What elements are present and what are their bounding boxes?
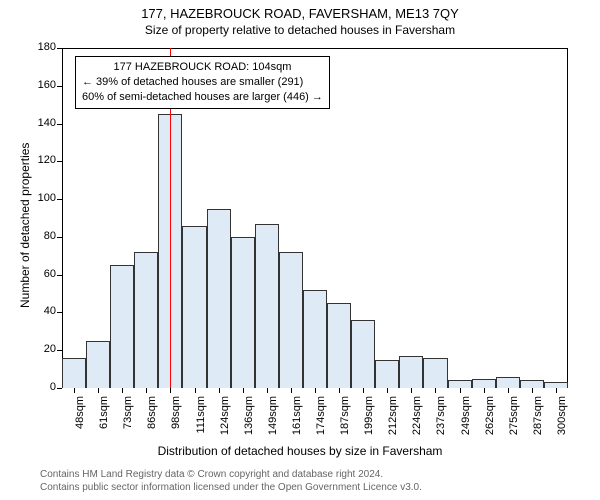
xtick-label: 86sqm (146, 396, 158, 446)
ytick-label: 0 (28, 381, 56, 393)
xtick-mark (267, 388, 268, 393)
ytick-label: 20 (28, 343, 56, 355)
ytick-mark (57, 312, 62, 313)
xtick-mark (532, 388, 533, 393)
ytick-label: 180 (28, 41, 56, 53)
histogram-bar (86, 341, 110, 388)
histogram-bar (472, 379, 496, 388)
xtick-mark (74, 388, 75, 393)
xtick-mark (98, 388, 99, 393)
xtick-label: 262sqm (484, 396, 496, 446)
ytick-label: 80 (28, 230, 56, 242)
attribution-text: Contains HM Land Registry data © Crown c… (40, 468, 422, 494)
xtick-mark (291, 388, 292, 393)
xtick-mark (411, 388, 412, 393)
histogram-bar (255, 224, 279, 388)
ytick-label: 60 (28, 268, 56, 280)
callout-box: 177 HAZEBROUCK ROAD: 104sqm← 39% of deta… (75, 56, 330, 109)
xtick-mark (122, 388, 123, 393)
xtick-mark (484, 388, 485, 393)
xtick-mark (435, 388, 436, 393)
ytick-label: 40 (28, 305, 56, 317)
histogram-bar (327, 303, 351, 388)
histogram-bar (182, 226, 206, 388)
x-axis-label: Distribution of detached houses by size … (0, 444, 600, 458)
callout-line: 177 HAZEBROUCK ROAD: 104sqm (82, 60, 323, 75)
xtick-mark (387, 388, 388, 393)
xtick-label: 187sqm (339, 396, 351, 446)
ytick-mark (57, 124, 62, 125)
ytick-mark (57, 275, 62, 276)
histogram-bar (134, 252, 158, 388)
histogram-bar (520, 380, 544, 388)
ytick-mark (57, 388, 62, 389)
ytick-mark (57, 199, 62, 200)
ytick-mark (57, 86, 62, 87)
xtick-mark (146, 388, 147, 393)
histogram-bar (375, 360, 399, 388)
callout-line: ← 39% of detached houses are smaller (29… (82, 75, 323, 90)
histogram-bar (448, 380, 472, 388)
histogram-bar (231, 237, 255, 388)
ytick-mark (57, 237, 62, 238)
histogram-bar (62, 358, 86, 388)
xtick-label: 300sqm (556, 396, 568, 446)
histogram-bar (303, 290, 327, 388)
ytick-label: 100 (28, 192, 56, 204)
ytick-mark (57, 48, 62, 49)
xtick-label: 111sqm (195, 396, 207, 446)
xtick-mark (556, 388, 557, 393)
histogram-bar (351, 320, 375, 388)
xtick-label: 149sqm (267, 396, 279, 446)
xtick-label: 136sqm (243, 396, 255, 446)
xtick-label: 161sqm (291, 396, 303, 446)
xtick-mark (363, 388, 364, 393)
attribution-line: Contains public sector information licen… (40, 481, 422, 494)
xtick-label: 224sqm (411, 396, 423, 446)
page-title: 177, HAZEBROUCK ROAD, FAVERSHAM, ME13 7Q… (0, 0, 600, 21)
xtick-label: 98sqm (170, 396, 182, 446)
attribution-line: Contains HM Land Registry data © Crown c… (40, 468, 422, 481)
histogram-bar (279, 252, 303, 388)
xtick-mark (170, 388, 171, 393)
histogram-bar (496, 377, 520, 388)
xtick-mark (339, 388, 340, 393)
xtick-label: 174sqm (315, 396, 327, 446)
chart-subtitle: Size of property relative to detached ho… (0, 21, 600, 37)
xtick-label: 237sqm (435, 396, 447, 446)
ytick-label: 120 (28, 154, 56, 166)
xtick-mark (219, 388, 220, 393)
xtick-label: 287sqm (532, 396, 544, 446)
histogram-bar (207, 209, 231, 388)
ytick-label: 160 (28, 79, 56, 91)
xtick-label: 48sqm (74, 396, 86, 446)
xtick-label: 61sqm (98, 396, 110, 446)
xtick-label: 212sqm (387, 396, 399, 446)
xtick-mark (315, 388, 316, 393)
y-axis-label: Number of detached properties (18, 143, 32, 308)
xtick-mark (243, 388, 244, 393)
xtick-label: 73sqm (122, 396, 134, 446)
xtick-label: 275sqm (508, 396, 520, 446)
ytick-label: 140 (28, 117, 56, 129)
xtick-label: 124sqm (219, 396, 231, 446)
ytick-mark (57, 161, 62, 162)
xtick-label: 199sqm (363, 396, 375, 446)
xtick-mark (460, 388, 461, 393)
xtick-label: 249sqm (460, 396, 472, 446)
callout-line: 60% of semi-detached houses are larger (… (82, 90, 323, 105)
histogram-bar (110, 265, 134, 388)
xtick-mark (195, 388, 196, 393)
histogram-bar (423, 358, 447, 388)
ytick-mark (57, 350, 62, 351)
histogram-bar (399, 356, 423, 388)
xtick-mark (508, 388, 509, 393)
